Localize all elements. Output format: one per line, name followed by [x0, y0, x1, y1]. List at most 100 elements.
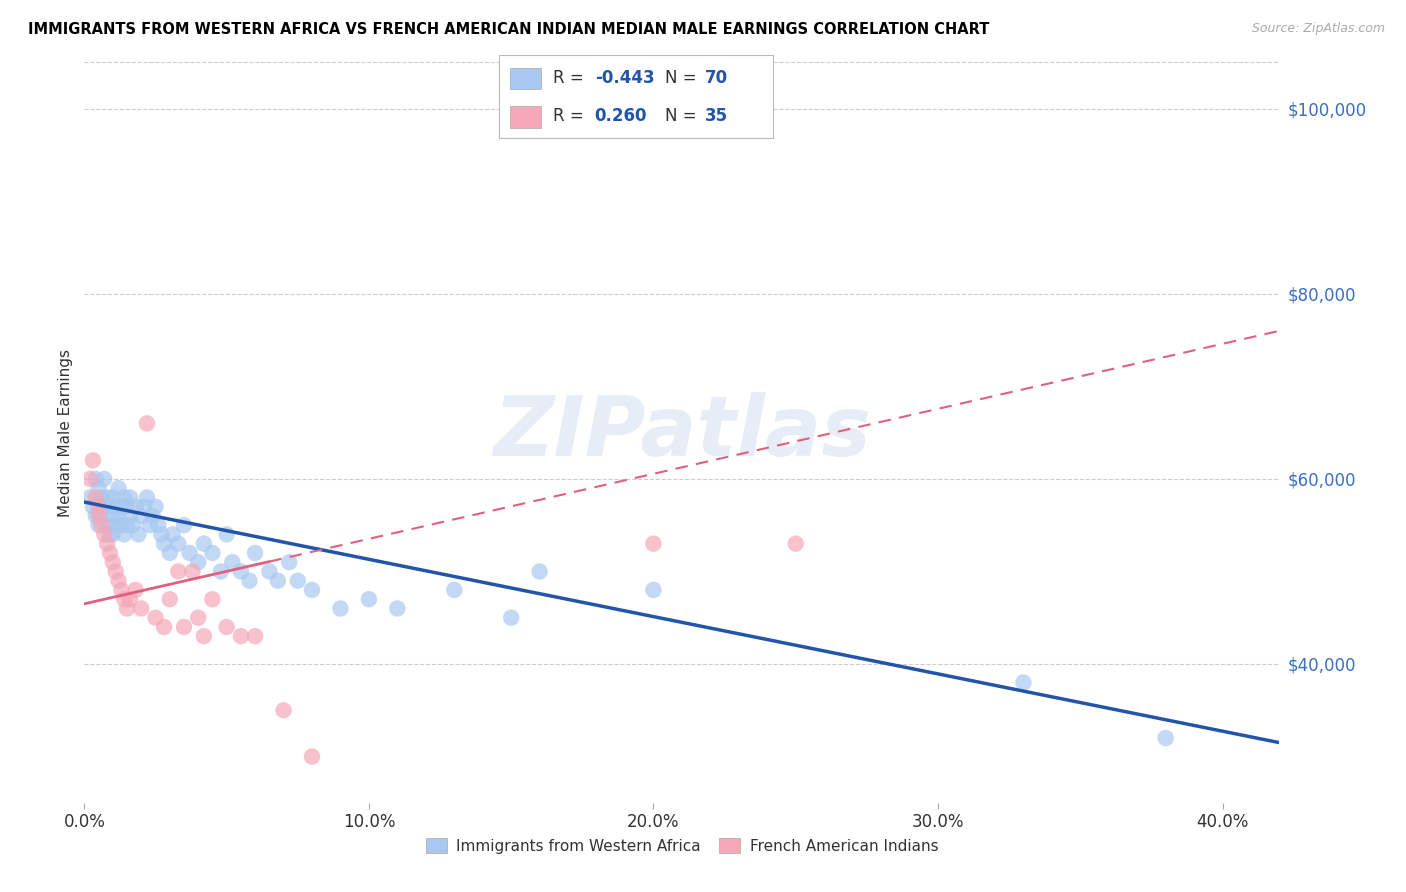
Point [187, 610, 209, 624]
Point [167, 565, 190, 579]
Point [132, 500, 156, 514]
Point [259, 565, 281, 579]
Point [387, 601, 409, 615]
Point [501, 610, 523, 624]
Point [118, 508, 141, 523]
Point [87, 500, 110, 514]
Point [267, 574, 290, 588]
Point [90, 508, 112, 523]
Point [187, 555, 209, 569]
Point [287, 574, 309, 588]
Point [115, 500, 138, 514]
Point [785, 536, 807, 550]
Point [173, 620, 195, 634]
Point [145, 610, 167, 624]
Point [301, 582, 323, 597]
Point [115, 601, 138, 615]
Point [159, 546, 181, 560]
Point [90, 518, 112, 533]
Point [357, 592, 380, 607]
Point [443, 582, 465, 597]
Point [110, 582, 132, 597]
Point [104, 518, 127, 533]
Point [179, 546, 201, 560]
Point [118, 491, 141, 505]
Point [150, 527, 173, 541]
Point [104, 500, 127, 514]
Point [173, 518, 195, 533]
Point [87, 518, 110, 533]
Point [278, 555, 301, 569]
Point [139, 518, 162, 533]
Point [110, 518, 132, 533]
Point [529, 565, 551, 579]
Point [112, 592, 135, 607]
Point [643, 582, 665, 597]
Point [329, 601, 352, 615]
Point [96, 536, 118, 550]
Point [127, 527, 149, 541]
Point [229, 565, 252, 579]
Point [98, 546, 121, 560]
Point [112, 491, 135, 505]
Text: 0.260: 0.260 [595, 107, 647, 125]
Point [82, 453, 104, 467]
Point [159, 592, 181, 607]
Point [221, 555, 243, 569]
Point [193, 629, 215, 643]
Point [238, 574, 260, 588]
Point [162, 527, 184, 541]
Point [107, 508, 129, 523]
Text: -0.443: -0.443 [595, 69, 654, 87]
Point [82, 500, 104, 514]
Point [153, 536, 176, 550]
Point [145, 500, 167, 514]
Point [201, 592, 224, 607]
Text: N =: N = [665, 69, 702, 87]
Point [87, 500, 110, 514]
Point [1154, 731, 1177, 745]
Text: N =: N = [665, 107, 702, 125]
Point [90, 491, 112, 505]
Text: Source: ZipAtlas.com: Source: ZipAtlas.com [1251, 22, 1385, 36]
Point [129, 601, 152, 615]
Point [215, 620, 238, 634]
Point [136, 417, 159, 431]
Text: R =: R = [553, 107, 589, 125]
Point [101, 491, 124, 505]
Point [136, 491, 159, 505]
Point [215, 527, 238, 541]
Point [79, 491, 101, 505]
Point [87, 508, 110, 523]
Point [209, 565, 232, 579]
Point [229, 629, 252, 643]
Point [129, 508, 152, 523]
Text: 70: 70 [704, 69, 727, 87]
Point [96, 491, 118, 505]
Text: ZIPatlas: ZIPatlas [494, 392, 870, 473]
Point [93, 472, 115, 486]
Point [153, 620, 176, 634]
Point [243, 629, 266, 643]
Y-axis label: Median Male Earnings: Median Male Earnings [58, 349, 73, 516]
Text: R =: R = [553, 69, 589, 87]
Point [107, 574, 129, 588]
Point [104, 565, 127, 579]
Point [107, 481, 129, 495]
Point [118, 592, 141, 607]
Point [98, 527, 121, 541]
Point [101, 508, 124, 523]
Point [110, 500, 132, 514]
Point [84, 491, 107, 505]
Point [301, 749, 323, 764]
Point [112, 527, 135, 541]
Point [124, 500, 146, 514]
Point [93, 527, 115, 541]
Point [98, 500, 121, 514]
Text: 35: 35 [704, 107, 727, 125]
Point [273, 703, 295, 717]
Point [1012, 675, 1035, 690]
Text: IMMIGRANTS FROM WESTERN AFRICA VS FRENCH AMERICAN INDIAN MEDIAN MALE EARNINGS CO: IMMIGRANTS FROM WESTERN AFRICA VS FRENCH… [28, 22, 990, 37]
Point [115, 518, 138, 533]
Point [79, 472, 101, 486]
